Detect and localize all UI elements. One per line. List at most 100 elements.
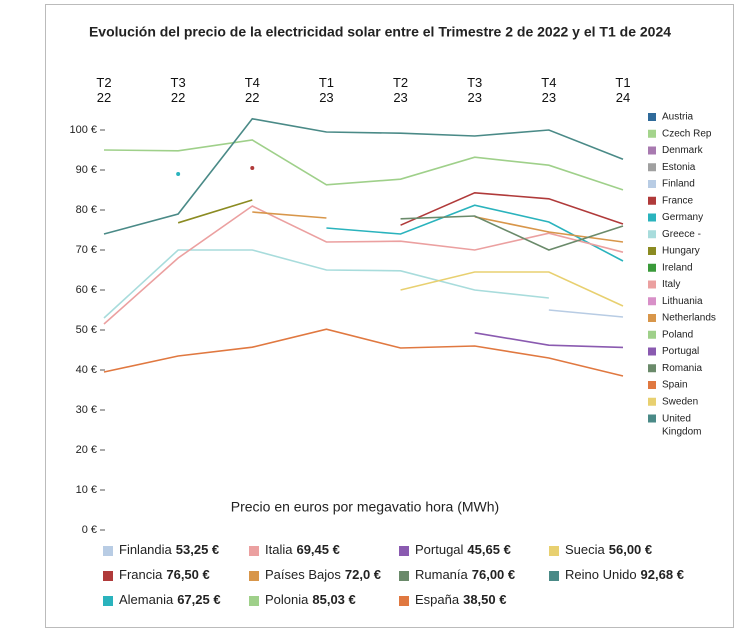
data-point — [250, 166, 255, 170]
summary-swatch — [399, 596, 409, 606]
chart-title: Evolución del precio de la electricidad … — [89, 24, 671, 40]
legend-label: Ireland — [662, 262, 693, 273]
summary-entry: Reino Unido 92,68 € — [565, 567, 684, 582]
summary-swatch — [103, 571, 113, 581]
legend-swatch — [648, 347, 656, 356]
series-line — [103, 117, 624, 235]
x-tick-label: T2 22 — [96, 75, 112, 105]
legend-label-line: Kingdom — [662, 426, 701, 437]
summary-swatch — [249, 546, 259, 556]
summary-entry: Finlandia 53,25 € — [119, 542, 219, 557]
axis-label: Precio en euros por megavatio hora (MWh) — [231, 499, 499, 515]
series-line — [548, 309, 624, 318]
legend-swatch — [648, 414, 656, 423]
legend-label: United Kingdom — [662, 413, 701, 437]
summary-name: Finlandia — [119, 542, 173, 557]
summary-name: Reino Unido — [565, 567, 637, 582]
legend-swatch — [648, 113, 656, 121]
legend-label: Netherlands — [662, 313, 716, 324]
summary-value: 67,25 € — [177, 592, 220, 607]
series-line — [103, 328, 624, 377]
x-tick-label: T1 23 — [318, 75, 334, 105]
series-line — [103, 205, 624, 325]
legend-swatch — [648, 297, 656, 306]
legend-label: Italy — [662, 279, 680, 290]
legend-label: Romania — [662, 363, 702, 374]
x-tick-label: T1 24 — [615, 75, 631, 105]
summary-name: Alemania — [119, 592, 174, 607]
y-tick-label: 10 € — [76, 484, 97, 496]
summary-name: Francia — [119, 567, 163, 582]
x-tick-label: T4 23 — [541, 75, 557, 105]
series-line — [400, 215, 624, 251]
summary-swatch — [399, 571, 409, 581]
y-tick-label: 100 € — [69, 124, 97, 136]
x-tick-label: T4 22 — [244, 75, 260, 105]
legend-swatch — [648, 163, 656, 172]
summary-entry: Polonia 85,03 € — [265, 592, 356, 607]
legend-swatch — [648, 330, 656, 339]
summary-value: 69,45 € — [296, 542, 339, 557]
legend-swatch — [648, 230, 656, 239]
summary-entry: Países Bajos 72,0 € — [265, 567, 381, 582]
summary-name: Polonia — [265, 592, 309, 607]
summary-swatch — [103, 546, 113, 556]
summary-value: 45,65 € — [467, 542, 510, 557]
legend-label: Denmark — [662, 145, 704, 156]
legend-label: Poland — [662, 329, 693, 340]
legend-label: Spain — [662, 380, 688, 391]
summary-swatch — [103, 596, 113, 606]
legend-swatch — [648, 129, 656, 138]
y-tick-label: 70 € — [76, 244, 97, 256]
frame — [45, 4, 734, 628]
summary-name: Rumanía — [415, 567, 469, 582]
y-tick-label: 50 € — [76, 324, 97, 336]
data-point — [176, 172, 181, 176]
summary-entry: Francia 76,50 € — [119, 567, 210, 582]
summary-entry: Italia 69,45 € — [265, 542, 340, 557]
summary-name: Portugal — [415, 542, 464, 557]
summary-value: 92,68 € — [641, 567, 684, 582]
summary-swatch — [549, 571, 559, 581]
legend-label: Hungary — [662, 246, 700, 257]
x-tick-label: T3 22 — [170, 75, 186, 105]
legend-label: Portugal — [662, 346, 699, 357]
summary-value: 72,0 € — [345, 567, 381, 582]
legend-swatch — [648, 247, 656, 255]
legend-swatch — [648, 263, 656, 272]
series-line — [177, 199, 253, 224]
series-line — [400, 271, 624, 307]
legend-swatch — [648, 146, 656, 155]
y-tick-label: 80 € — [76, 204, 97, 216]
legend-swatch — [648, 314, 656, 322]
summary-value: 76,50 € — [166, 567, 209, 582]
legend-label: Lithuania — [662, 296, 703, 307]
summary-value: 56,00 € — [609, 542, 652, 557]
summary-entry: Alemania 67,25 € — [119, 592, 221, 607]
y-tick-label: 20 € — [76, 444, 97, 456]
summary-entry: Suecia 56,00 € — [565, 542, 652, 557]
y-tick-label: 60 € — [76, 284, 97, 296]
summary-name: Países Bajos — [265, 567, 341, 582]
legend-swatch — [648, 381, 656, 389]
summary-name: España — [415, 592, 460, 607]
x-tick-label: T3 23 — [467, 75, 483, 105]
legend-label: France — [662, 195, 694, 206]
summary-value: 53,25 € — [176, 542, 219, 557]
summary-name: Italia — [265, 542, 293, 557]
legend-swatch — [648, 213, 656, 222]
series-line — [103, 249, 549, 319]
legend-label-line: United — [662, 413, 691, 424]
legend-label: Czech Rep — [662, 128, 712, 139]
y-tick-label: 0 € — [82, 524, 97, 536]
summary-value: 38,50 € — [463, 592, 506, 607]
legend-swatch — [648, 280, 656, 289]
summary-swatch — [549, 546, 559, 556]
summary-value: 76,00 € — [472, 567, 515, 582]
series-line — [252, 211, 624, 243]
legend-label: Finland — [662, 179, 695, 190]
summary-swatch — [399, 546, 409, 556]
series-line — [103, 139, 624, 191]
legend-label: Greece - — [662, 229, 701, 240]
